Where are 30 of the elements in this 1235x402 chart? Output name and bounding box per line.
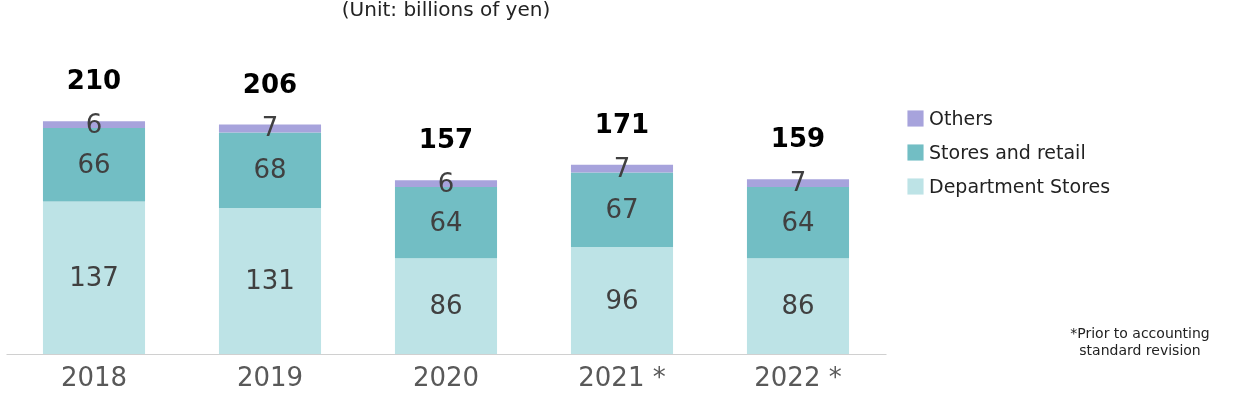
data-label: 131 bbox=[245, 265, 295, 296]
x-tick-label: 2021 * bbox=[578, 361, 666, 392]
legend-label: Others bbox=[929, 106, 993, 129]
total-label: 210 bbox=[66, 65, 122, 96]
data-label: 137 bbox=[69, 261, 119, 292]
data-label: 67 bbox=[605, 193, 639, 224]
x-tick-label: 2020 bbox=[412, 361, 480, 392]
total-label: 159 bbox=[770, 123, 826, 154]
bar bbox=[394, 258, 498, 354]
data-label: 68 bbox=[253, 154, 287, 185]
data-label: 86 bbox=[781, 290, 815, 321]
text: *Prior to accounting standard revision bbox=[1069, 325, 1211, 359]
total-label: 157 bbox=[418, 124, 474, 155]
data-label: 64 bbox=[781, 206, 815, 237]
x-tick-label: 2022 * bbox=[754, 361, 842, 392]
total-label: 171 bbox=[594, 108, 650, 139]
data-label: 66 bbox=[77, 148, 111, 179]
bar bbox=[570, 247, 674, 354]
bar bbox=[746, 258, 850, 354]
legend-label: Stores and retail bbox=[929, 140, 1086, 163]
data-label: 64 bbox=[429, 206, 463, 237]
x-tick-label: 2018 bbox=[60, 361, 128, 392]
bar bbox=[218, 208, 322, 354]
chart-title: (Unit: billions of yen) bbox=[341, 0, 551, 22]
legend-label: Department Stores bbox=[929, 174, 1111, 197]
x-tick-label: 2019 bbox=[236, 361, 304, 392]
total-label: 206 bbox=[242, 68, 298, 99]
data-label: 86 bbox=[429, 290, 463, 321]
bar bbox=[42, 201, 146, 354]
data-label: 96 bbox=[605, 284, 639, 315]
